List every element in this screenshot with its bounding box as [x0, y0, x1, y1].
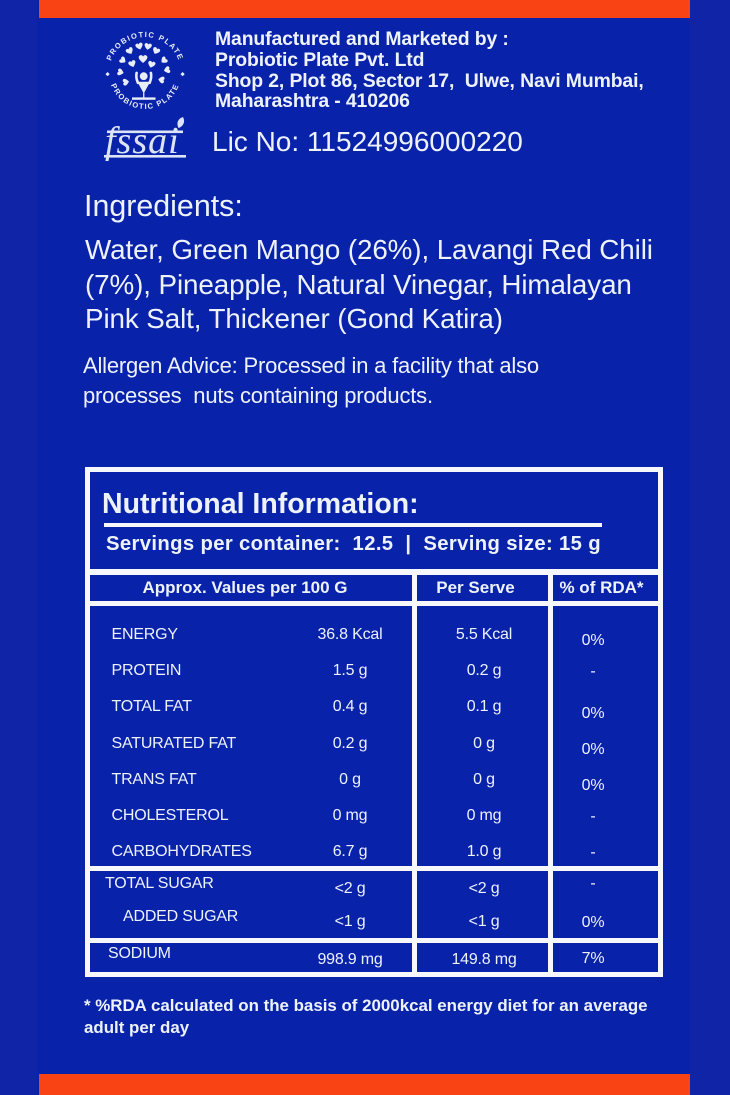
svg-text:fssai: fssai	[105, 120, 180, 162]
